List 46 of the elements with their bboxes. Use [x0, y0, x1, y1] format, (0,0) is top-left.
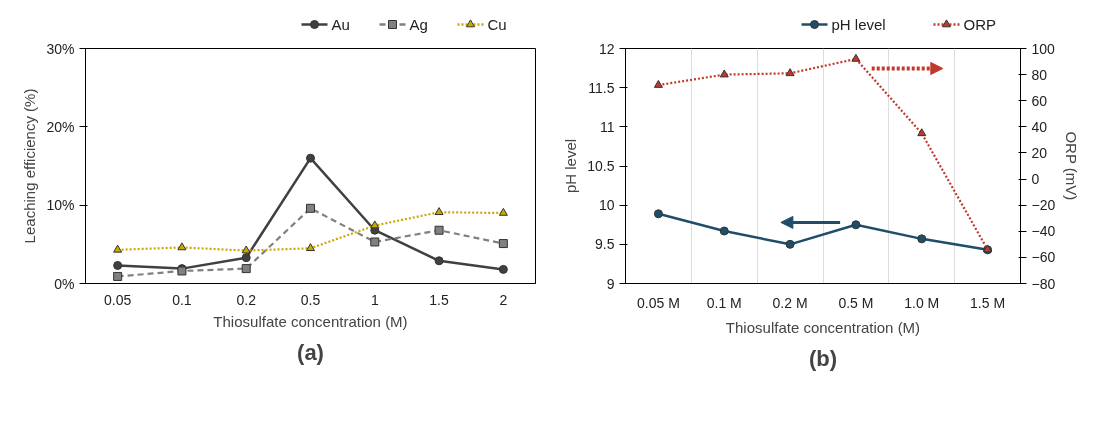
y-tick-label: 30% [46, 40, 75, 57]
x-tick-label: 1.5 M [970, 294, 1006, 311]
y2-tick-label: 40 [1031, 118, 1048, 135]
x-tick-label: 0.2 [236, 291, 257, 308]
y-axis-title: pH level [562, 138, 580, 194]
x-tick-label: 0.2 M [772, 294, 808, 311]
legend-label: ORP [963, 16, 997, 33]
y2-tick-label: −80 [1031, 275, 1056, 292]
legend-label: Cu [487, 16, 507, 33]
y2-tick-label: 80 [1031, 66, 1048, 83]
legend-label: pH level [831, 16, 886, 33]
x-tick-label: 0.5 [300, 291, 321, 308]
x-tick-label: 0.05 M [637, 294, 680, 311]
x-axis-title: Thiosulfate concentration (M) [725, 318, 921, 336]
y-tick-label: 11 [599, 118, 615, 135]
y-tick-label: 9 [606, 275, 615, 292]
y2-tick-label: −40 [1031, 223, 1056, 240]
x-tick-label: 1 [370, 291, 379, 308]
x-tick-label: 0.1 M [706, 294, 742, 311]
x-tick-label: 0.1 [172, 291, 192, 308]
y-tick-label: 10 [598, 197, 615, 214]
x-tick-label: 0.5 M [838, 294, 874, 311]
y-axis-title: Leaching efficiency (%) [21, 88, 39, 244]
y-tick-label: 11.5 [588, 79, 615, 96]
text: (a) [297, 339, 324, 365]
text: (b) [808, 345, 838, 371]
x-tick-label: 2 [499, 291, 508, 308]
legend-label: Ag [409, 16, 428, 33]
x-tick-label: 1.5 [429, 291, 450, 308]
y-tick-label: 12 [598, 40, 615, 57]
y-tick-label: 9.5 [595, 236, 615, 253]
x-tick-label: 1.0 M [904, 294, 940, 311]
y2-tick-label: 100 [1031, 40, 1056, 57]
y-tick-label: 10.5 [587, 158, 615, 174]
y2-tick-label: −60 [1031, 249, 1056, 266]
y-tick-label: 20% [46, 118, 75, 135]
y2-axis-title: ORP (mV) [1063, 131, 1081, 201]
y2-tick-label: 20 [1031, 144, 1048, 161]
y-tick-label: 10% [46, 197, 75, 214]
y2-tick-label: 60 [1031, 92, 1048, 109]
x-tick-label: 0.05 [104, 291, 132, 308]
x-axis-title: Thiosulfate concentration (M) [213, 312, 408, 330]
y-tick-label: 0% [54, 275, 75, 292]
legend-label: Au [331, 16, 350, 33]
y2-tick-label: 0 [1031, 171, 1040, 188]
y2-tick-label: −20 [1031, 197, 1056, 214]
